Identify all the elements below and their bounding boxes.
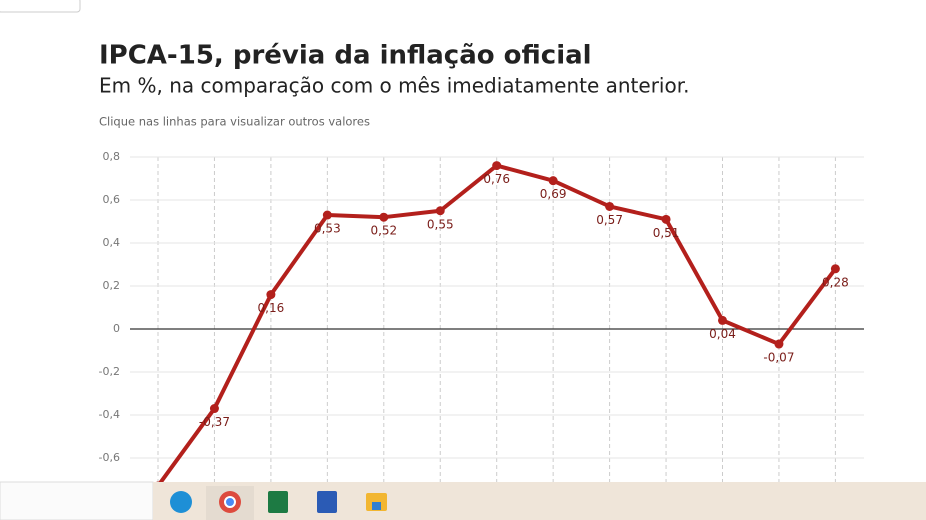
chart-title: IPCA-15, prévia da inflação oficial (99, 41, 592, 71)
value-label: 0,51 (653, 226, 680, 240)
taskbar-left (0, 481, 154, 520)
value-label: 0,52 (370, 224, 397, 238)
word-icon (317, 491, 337, 513)
value-label: 0,53 (314, 222, 341, 236)
top-box (0, 0, 81, 13)
y-tick-label: -0,6 (99, 451, 120, 464)
point (718, 315, 727, 325)
point (379, 212, 389, 222)
value-label: 0,69 (540, 187, 567, 201)
y-tick-label: 0 (113, 322, 120, 335)
chrome-center (224, 496, 236, 508)
value-label: 0,76 (483, 172, 510, 186)
value-label: 0,28 (822, 275, 849, 289)
y-tick-label: 0,8 (103, 150, 121, 163)
point (492, 161, 502, 171)
chart-subtitle: Em %, na comparação com o mês imediatame… (99, 74, 689, 98)
y-tick-label: 0,2 (103, 279, 121, 292)
y-tick-label: 0,4 (103, 236, 121, 249)
point (548, 176, 558, 186)
value-label: 0,16 (258, 301, 285, 315)
point (830, 264, 840, 274)
point (774, 339, 784, 349)
point (322, 210, 332, 220)
point (209, 404, 219, 414)
value-label: -0,37 (199, 415, 230, 429)
y-tick-label: 0,6 (103, 193, 121, 206)
y-tick-label: -0,4 (99, 408, 120, 421)
value-label: -0,07 (763, 351, 794, 365)
point (661, 214, 671, 224)
folder-detail (372, 502, 381, 510)
plot: -0,6-0,4-0,200,20,40,60,8-0,73-0,370,160… (99, 150, 864, 506)
value-label: 0,55 (427, 217, 454, 231)
point (435, 206, 445, 216)
edge-icon (170, 491, 192, 513)
point (605, 201, 615, 211)
y-tick-label: -0,2 (99, 365, 120, 378)
excel-icon (268, 491, 288, 513)
value-label: 0,04 (709, 327, 736, 341)
chart-note: Clique nas linhas para visualizar outros… (99, 115, 370, 129)
taskbar (0, 481, 926, 520)
point (266, 290, 276, 300)
value-label: 0,57 (596, 213, 623, 227)
